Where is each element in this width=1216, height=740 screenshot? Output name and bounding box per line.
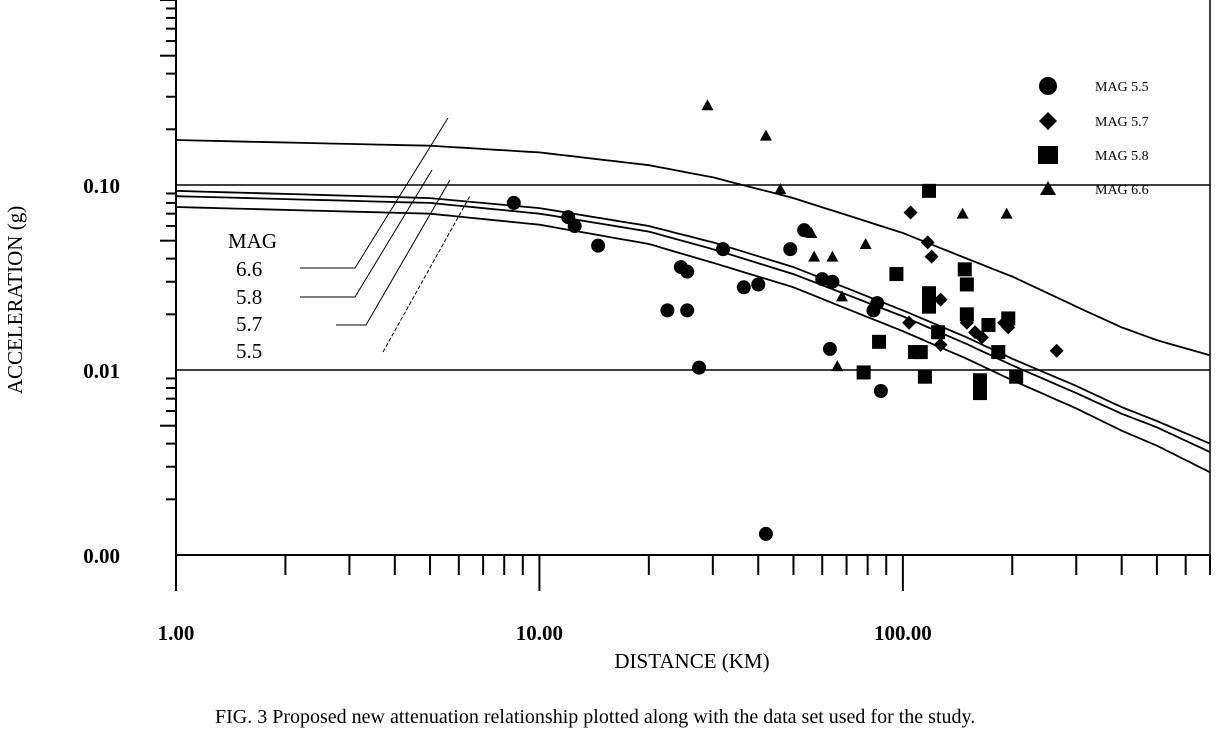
point-mag-5-5 [716,242,731,257]
point-mag-5-7 [924,249,939,264]
point-mag-5-7 [933,292,948,307]
point-mag-5-7 [933,337,948,352]
point-mag-5-8 [957,262,972,277]
leader-line-6-6 [300,117,449,269]
point-mag-5-5 [873,383,888,398]
point-mag-5-8 [921,286,936,301]
mag-title: MAG [228,229,277,253]
curve-mag-5-5 [175,206,1211,474]
legend-label: MAG 5.8 [1095,149,1149,164]
point-mag-5-5 [758,526,773,541]
point-mag-6-6 [835,290,848,302]
mag-label-5-8: 5.8 [236,285,262,309]
point-mag-5-8 [981,318,996,333]
legend-marker-square [1038,146,1058,164]
point-mag-5-8 [921,183,936,198]
curve-mag-5-7 [175,195,1211,453]
point-mag-5-7 [1049,343,1064,358]
point-mag-5-8 [972,386,987,401]
y-tick-label: 0.10 [83,174,120,198]
x-tick-label: 10.00 [516,621,563,645]
x-tick-label: 100.00 [874,621,932,645]
point-mag-5-5 [680,264,695,279]
axis-ticks [160,0,1211,591]
data-points [506,99,1064,541]
legend-marker-diamond [1039,112,1057,130]
point-mag-6-6 [831,360,844,372]
point-mag-5-8 [972,373,987,388]
curve-mag-5-8 [175,189,1211,445]
leader-line-5-7 [336,179,451,326]
point-mag-6-6 [701,99,714,111]
point-mag-6-6 [759,129,772,141]
point-mag-5-8 [913,345,928,360]
point-mag-5-8 [889,267,904,282]
y-tick-label: 0.00 [83,544,120,568]
point-mag-6-6 [826,250,839,262]
curve-label-leaders [300,117,471,353]
point-mag-5-5 [751,277,766,292]
point-mag-5-5 [591,238,606,253]
y-axis-title: ACCELERATION (g) [3,206,27,394]
y-tick-label: 0.01 [83,359,120,383]
point-mag-5-5 [783,242,798,257]
curve-mag-6-6 [175,139,1211,357]
point-mag-5-7 [903,205,918,220]
point-mag-5-8 [921,299,936,314]
point-mag-5-8 [959,307,974,322]
attenuation-curves [175,139,1211,474]
point-mag-5-8 [931,325,946,340]
point-mag-5-5 [680,303,695,318]
x-axis-title: DISTANCE (KM) [614,649,769,673]
point-mag-5-8 [959,277,974,292]
x-tick-label: 1.00 [158,621,195,645]
legend-label: MAG 5.5 [1095,80,1149,95]
point-mag-5-8 [917,369,932,384]
axis-tick-labels: 1.00 10.00 100.00 0.10 0.01 0.00 [83,174,931,645]
mag-label-5-5: 5.5 [236,339,262,363]
point-mag-5-8 [1009,369,1024,384]
leader-line-5-8 [300,169,433,298]
point-mag-6-6 [805,227,818,239]
legend-label: MAG 6.6 [1095,183,1149,198]
point-mag-5-7 [974,330,989,345]
point-mag-6-6 [774,183,787,195]
point-mag-6-6 [1000,207,1013,219]
point-mag-5-5 [506,195,521,210]
point-mag-5-5 [660,303,675,318]
point-mag-5-8 [856,365,871,380]
mag-label-5-7: 5.7 [236,312,262,336]
point-mag-5-8 [872,334,887,349]
point-mag-5-5 [567,219,582,234]
curve-magnitude-labels: MAG 6.6 5.8 5.7 5.5 [228,229,277,363]
legend: MAG 5.5 MAG 5.7 MAG 5.8 MAG 6.6 [1038,77,1149,198]
mag-label-6-6: 6.6 [236,257,262,281]
point-mag-6-6 [808,250,821,262]
figure-caption: FIG. 3 Proposed new attenuation relation… [215,706,976,728]
point-mag-5-7 [902,315,917,330]
point-mag-5-5 [797,223,812,238]
point-mag-5-5 [825,274,840,289]
point-mag-5-5 [736,280,751,295]
point-mag-6-6 [859,237,872,249]
legend-marker-circle [1039,77,1057,95]
point-mag-5-8 [1001,311,1016,326]
point-mag-5-8 [991,345,1006,360]
point-mag-6-6 [956,207,969,219]
point-mag-5-5 [822,341,837,356]
point-mag-5-7 [920,235,935,250]
legend-marker-triangle [1040,181,1056,195]
point-mag-5-5 [870,296,885,311]
point-mag-5-5 [692,360,707,375]
legend-label: MAG 5.7 [1095,115,1149,130]
